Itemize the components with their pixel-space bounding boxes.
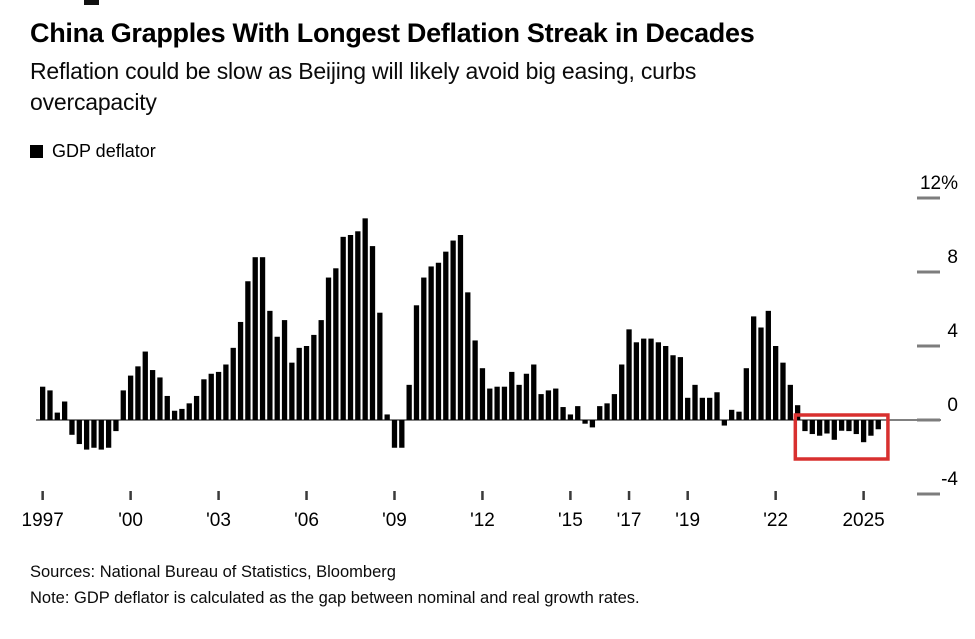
svg-text:1997: 1997: [22, 510, 64, 531]
legend-swatch-icon: [30, 145, 43, 158]
svg-text:8: 8: [947, 247, 958, 268]
svg-text:'06: '06: [294, 510, 319, 531]
highlight-box: [793, 413, 890, 461]
svg-text:'19: '19: [675, 510, 700, 531]
chart-subtitle: Reflation could be slow as Beijing will …: [30, 58, 697, 115]
legend-label: GDP deflator: [52, 141, 156, 161]
svg-text:'00: '00: [118, 510, 143, 531]
svg-text:'12: '12: [470, 510, 495, 531]
x-axis: 1997 '00 '03 '06 '09 '12 '15 '17 '19 '22 2025: [22, 491, 885, 531]
legend: GDP deflator: [30, 141, 156, 162]
svg-text:'17: '17: [617, 510, 642, 531]
sources-text: Sources: National Bureau of Statistics, …: [30, 563, 396, 581]
y-axis: 12% 8 4 0 -4: [917, 173, 958, 496]
chart-title: China Grapples With Longest Deflation St…: [30, 18, 755, 48]
svg-text:4: 4: [947, 321, 958, 342]
cropped-glyph: [84, 0, 99, 5]
note-text: Note: GDP deflator is calculated as the …: [30, 589, 640, 607]
svg-text:2025: 2025: [842, 510, 884, 531]
svg-text:12%: 12%: [920, 173, 958, 194]
svg-text:-4: -4: [941, 469, 958, 490]
svg-text:'15: '15: [558, 510, 583, 531]
svg-text:'09: '09: [382, 510, 407, 531]
svg-text:'03: '03: [206, 510, 231, 531]
bars-group: [40, 218, 881, 450]
svg-text:0: 0: [947, 395, 958, 416]
svg-text:'22: '22: [763, 510, 788, 531]
